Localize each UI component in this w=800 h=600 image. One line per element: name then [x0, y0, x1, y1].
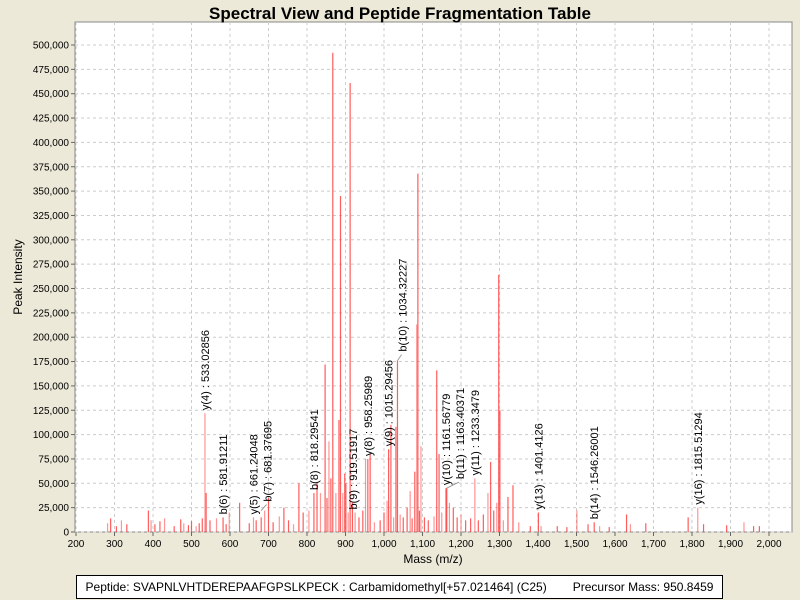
y-tick-label: 250,000 [33, 284, 70, 295]
y-tick-label: 400,000 [33, 138, 70, 149]
peak-annotation: b(8) : 818.29541 [309, 409, 321, 490]
peak-annotation: b(6) : 581.91211 [218, 434, 230, 514]
peak-annotation: y(9) : 1015.29456 [384, 360, 396, 446]
y-tick-label: 50,000 [38, 479, 69, 490]
x-tick-label: 1,700 [641, 539, 666, 550]
peak-annotation: y(5) : 661.24048 [248, 434, 260, 514]
y-tick-label: 350,000 [33, 187, 70, 198]
y-tick-label: 175,000 [33, 357, 70, 368]
y-tick-label: 325,000 [33, 211, 70, 222]
x-tick-label: 1,000 [371, 539, 396, 550]
annotation-leader [260, 504, 267, 511]
peptide-sequence: Peptide: SVAPNLVHTDEREPAAFGPSLKPECK : Ca… [85, 580, 547, 594]
x-tick-label: 1,300 [487, 539, 512, 550]
precursor-mass: Precursor Mass: 950.8459 [572, 580, 714, 594]
x-axis: 200 300 400 500 600 700 800 900 1,000 1,100 1,200 1… [68, 532, 782, 550]
annotation-leader [446, 481, 460, 489]
y-tick-label: 500,000 [33, 41, 70, 52]
x-tick-label: 1,500 [564, 539, 589, 550]
x-tick-label: 1,900 [718, 539, 743, 550]
x-tick-label: 1,400 [525, 539, 550, 550]
y-tick-label: 200,000 [33, 333, 70, 344]
x-tick-label: 2,000 [756, 539, 781, 550]
x-tick-label: 500 [183, 539, 200, 550]
x-tick-label: 1,600 [602, 539, 627, 550]
chart-title: Spectral View and Peptide Fragmentation … [209, 4, 591, 23]
x-tick-label: 300 [106, 539, 123, 550]
peak-annotation: b(9) : 919.51917 [348, 429, 360, 510]
x-tick-label: 600 [222, 539, 239, 550]
annotations: y(4) : 533.02856 b(6) : 581.91211 y(5) : 6… [200, 259, 705, 520]
x-tick-label: 200 [68, 539, 85, 550]
peak-annotation: b(10) : 1034.32227 [398, 259, 410, 352]
x-tick-label: 900 [337, 539, 354, 550]
x-tick-label: 800 [299, 539, 316, 550]
peak-annotation: y(10) : 1161.56779 [441, 394, 453, 486]
y-tick-label: 375,000 [33, 162, 70, 173]
peak-annotation: y(16) : 1815.51294 [693, 412, 705, 504]
peak-annotation: y(4) : 533.02856 [200, 330, 212, 410]
x-tick-label: 700 [260, 539, 277, 550]
y-tick-label: 300,000 [33, 235, 70, 246]
peptide-info-box: Peptide: SVAPNLVHTDEREPAAFGPSLKPECK : Ca… [76, 575, 723, 599]
x-axis-label: Mass (m/z) [403, 552, 462, 566]
y-tick-label: 150,000 [33, 381, 70, 392]
grid [75, 22, 792, 533]
x-tick-label: 400 [145, 539, 162, 550]
peak-annotation: b(14) : 1546.26001 [589, 426, 601, 519]
y-axis-label: Peak Intensity [11, 239, 25, 314]
y-tick-label: 125,000 [33, 406, 70, 417]
peak-annotation: b(7) : 681.37695 [262, 421, 274, 502]
x-tick-label: 1,200 [448, 539, 473, 550]
peak-annotation: b(11) : 1163.40371 [455, 388, 467, 479]
y-tick-label: 25,000 [38, 503, 69, 514]
y-tick-label: 450,000 [33, 89, 70, 100]
y-tick-label: 425,000 [33, 114, 70, 125]
y-tick-label: 0 [63, 528, 69, 539]
y-tick-label: 75,000 [38, 454, 69, 465]
y-tick-label: 275,000 [33, 260, 70, 271]
peak-annotation: y(13) : 1401.4126 [533, 423, 545, 509]
y-tick-label: 225,000 [33, 308, 70, 319]
peak-annotation: y(11) : 1233.3479 [470, 390, 482, 475]
x-tick-label: 1,800 [679, 539, 704, 550]
y-tick-label: 100,000 [33, 430, 70, 441]
y-tick-label: 475,000 [33, 65, 70, 76]
plot-area [74, 21, 793, 533]
annotation-leader [397, 354, 402, 361]
peaks [106, 52, 760, 532]
x-tick-label: 1,100 [410, 539, 435, 550]
y-axis: 0 25,000 50,000 75,000 100,000 125,000 150,000… [33, 41, 75, 539]
peak-annotation: y(8) : 958.25989 [363, 376, 375, 456]
